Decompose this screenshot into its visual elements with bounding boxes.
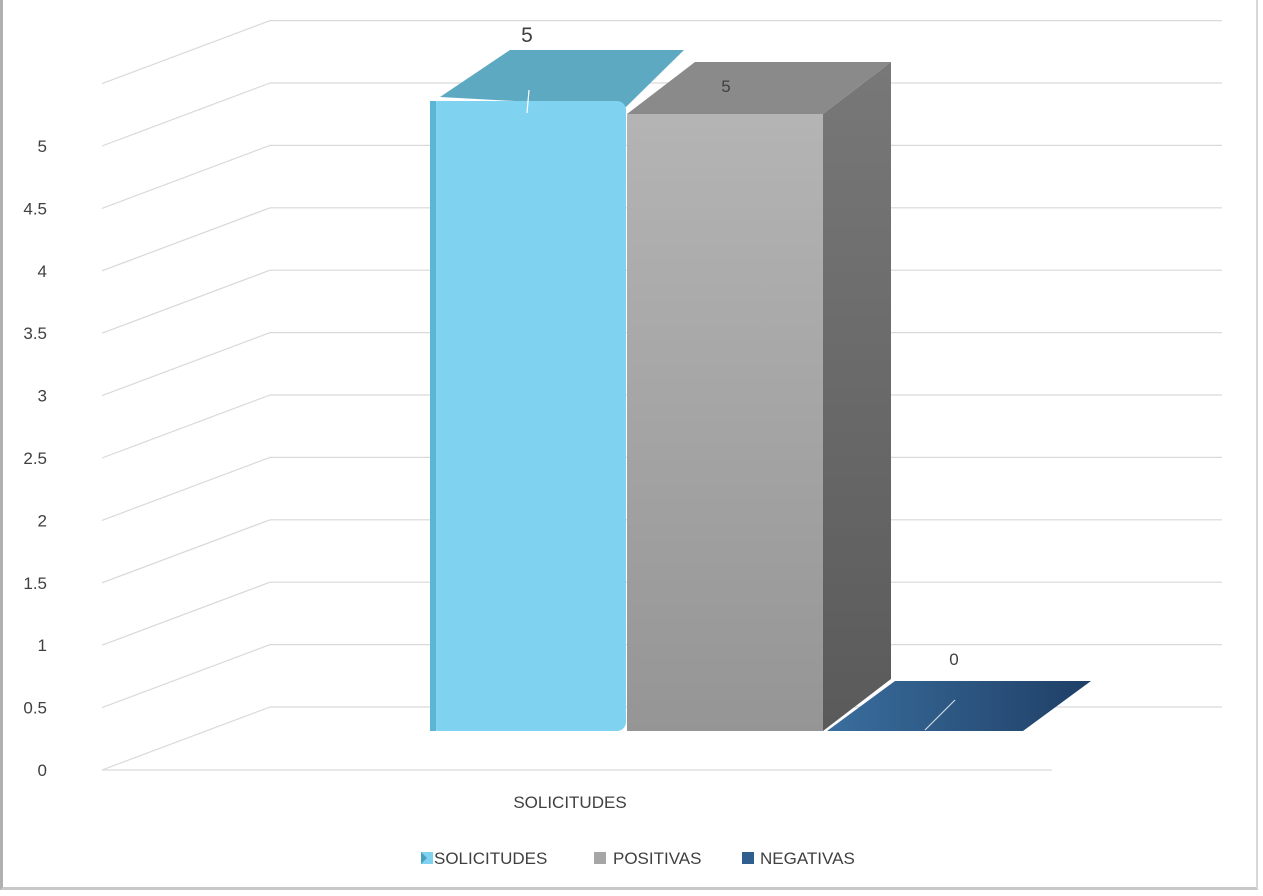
y-tick-label: 3 (38, 387, 47, 406)
legend-swatch-negativas (742, 852, 754, 864)
bar-solicitudes (430, 50, 684, 731)
grid-line-diagonal (101, 394, 271, 459)
grid-line-diagonal (101, 644, 271, 709)
y-tick-label: 0 (38, 761, 47, 780)
y-tick-label: 3.5 (23, 324, 47, 343)
data-label-negativas: 0 (949, 650, 958, 669)
legend-item-positivas: POSITIVAS (594, 849, 702, 868)
bar-positivas-front (627, 114, 823, 731)
bar-solicitudes-front (430, 101, 626, 731)
grid-line-diagonal (101, 581, 271, 646)
data-label-solicitudes: 5 (521, 24, 533, 47)
y-tick-label: 1.5 (23, 574, 47, 593)
legend-swatch-solicitudes-shade (421, 852, 427, 864)
grid-line-diagonal (101, 456, 271, 521)
y-axis-ticks: 0 0.5 1 1.5 2 2.5 3 3.5 4 4.5 5 (23, 137, 47, 780)
data-labels: 5 5 0 (521, 24, 959, 669)
leader-line-solicitudes (526, 89, 530, 114)
bars (430, 50, 1091, 731)
legend-swatch-positivas (594, 852, 606, 864)
grid-line-diagonal (101, 519, 271, 584)
legend-label-positivas: POSITIVAS (613, 849, 702, 868)
y-tick-label: 2.5 (23, 449, 47, 468)
y-tick-label: 4.5 (23, 199, 47, 218)
bar-positivas-side (823, 62, 891, 731)
y-tick-label: 4 (38, 262, 47, 281)
grid-line-diagonal (101, 706, 271, 771)
x-tick-label: SOLICITUDES (513, 793, 626, 812)
y-tick-label: 5 (38, 137, 47, 156)
legend-item-negativas: NEGATIVAS (742, 849, 855, 868)
bar-negativas (827, 681, 1091, 731)
grid-line-diagonal (101, 20, 271, 85)
grid-line-diagonal (101, 207, 271, 272)
legend: SOLICITUDES POSITIVAS NEGATIVAS (421, 849, 855, 868)
bar-negativas-top (827, 681, 1091, 731)
y-tick-label: 1 (38, 636, 47, 655)
bar-solicitudes-top (440, 50, 684, 107)
legend-label-negativas: NEGATIVAS (760, 849, 855, 868)
grid-line-diagonal (101, 332, 271, 397)
legend-item-solicitudes: SOLICITUDES (421, 849, 547, 868)
leader-line-negativas (924, 699, 956, 731)
legend-label-solicitudes: SOLICITUDES (434, 849, 547, 868)
y-tick-label: 0.5 (23, 699, 47, 718)
data-label-positivas: 5 (721, 77, 730, 96)
grid-line-diagonal (101, 269, 271, 334)
bar-positivas (627, 62, 891, 731)
bar-solicitudes-edge (430, 101, 436, 731)
bar-positivas-top (627, 62, 891, 114)
grid-line-diagonal (101, 82, 271, 147)
y-tick-label: 2 (38, 511, 47, 530)
grid-line-diagonal (101, 144, 271, 209)
